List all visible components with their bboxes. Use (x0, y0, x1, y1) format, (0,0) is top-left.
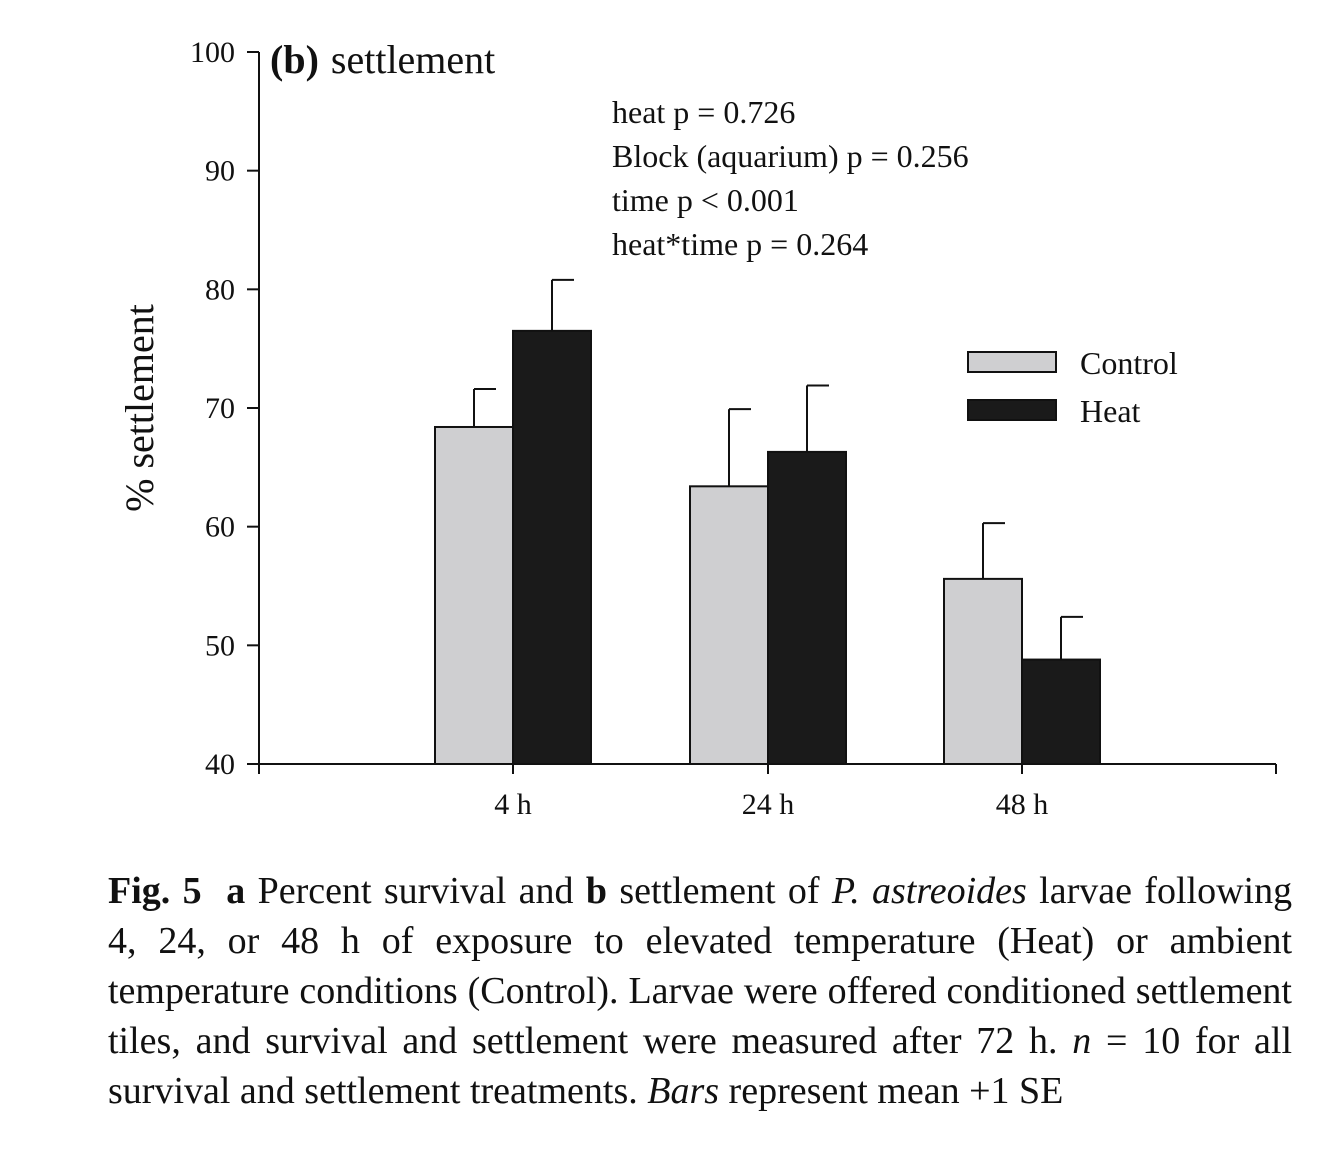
bar-heat-48h (1021, 658, 1101, 765)
caption-fig-label: Fig. 5 (108, 870, 202, 912)
y-tick-label: 80 (205, 273, 235, 306)
caption-text-4: = 10 for all survival and settlement tre… (108, 1020, 1293, 1112)
x-tick-label: 48 h (996, 788, 1049, 821)
bar-control-24h (689, 485, 769, 765)
stats-annotation: Block (aquarium) p = 0.256 (612, 138, 969, 174)
figure-caption: Fig. 5 a Percent survival and b settleme… (108, 866, 1292, 1116)
bar-heat-4h (512, 329, 592, 765)
caption-text-5: represent mean +1 SE (728, 1070, 1064, 1112)
y-tick-label: 70 (205, 392, 235, 425)
bars (434, 278, 1101, 765)
y-tick-label: 60 (205, 511, 235, 544)
caption-text-2: settlement of (619, 870, 820, 912)
legend-label-control: Control (1080, 345, 1178, 381)
stats-annotation: time p < 0.001 (612, 182, 799, 218)
y-axis-label: % settlement (117, 304, 162, 512)
x-tick-label: 24 h (742, 788, 795, 821)
caption-bars-word: Bars (647, 1070, 720, 1112)
bar-heat-24h (767, 450, 847, 765)
y-tick-label: 50 (205, 629, 235, 662)
axes (247, 51, 1277, 774)
stats-annotation: heat p = 0.726 (612, 94, 795, 130)
settlement-bar-chart: 40 50 60 70 80 90 100 4 h 24 h 48 h (b) settlement%… (117, 36, 1277, 821)
bar-control-48h (943, 577, 1023, 765)
caption-species: P. astreoides (831, 870, 1027, 912)
chart-title: (b) settlement (270, 37, 495, 82)
legend-swatch-heat (967, 399, 1057, 421)
y-tick-label: 100 (190, 36, 235, 69)
caption-part-b: b (585, 870, 608, 912)
y-tick-label: 90 (205, 155, 235, 188)
title-text: settlement (331, 37, 495, 82)
caption-text-3: larvae following 4, 24, or 48 h of expos… (108, 870, 1293, 1062)
legend-label-heat: Heat (1080, 393, 1141, 429)
stats-annotation: heat*time p = 0.264 (612, 226, 868, 262)
y-tick-label: 40 (205, 748, 235, 781)
caption-part-a: a (226, 870, 246, 912)
chart-text: 40 50 60 70 80 90 100 4 h 24 h 48 h (b) settlement%… (117, 36, 1178, 821)
panel-label: (b) (270, 37, 319, 82)
x-tick-label: 4 h (494, 788, 532, 821)
caption-text-1: Percent survival and (257, 870, 574, 912)
legend: Control Heat (967, 345, 1178, 429)
bar-control-4h (434, 425, 514, 765)
legend-swatch-control (967, 351, 1057, 373)
caption-n-symbol: n (1072, 1020, 1092, 1062)
